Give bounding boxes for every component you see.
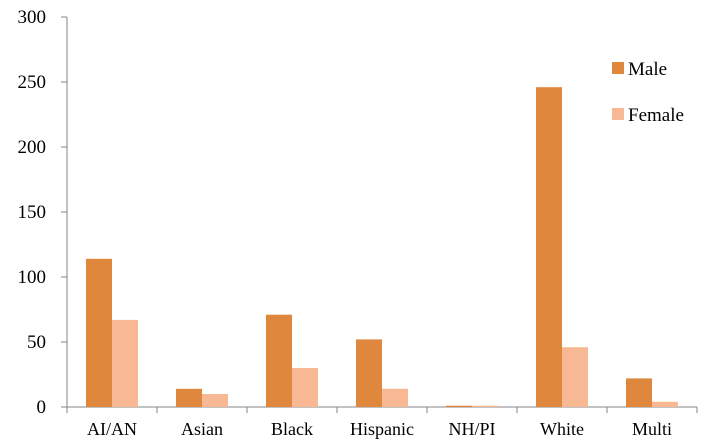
- y-tick-label: 100: [18, 267, 47, 288]
- x-axis: AI/AN Asian Black Hispanic NH/PI White Multi: [66, 406, 698, 439]
- bar-female: [202, 394, 228, 407]
- x-category-label: Asian: [181, 419, 223, 439]
- y-axis: 0 50 100 150 200 250 300: [18, 7, 68, 418]
- y-tick-label: 200: [18, 137, 47, 158]
- x-category-label: Multi: [632, 419, 672, 439]
- bar-female: [652, 401, 678, 407]
- x-category-label: Hispanic: [350, 419, 414, 439]
- bar-male: [176, 388, 202, 407]
- legend-label-female: Female: [628, 105, 684, 126]
- legend-label-male: Male: [628, 59, 667, 80]
- y-tick-label: 150: [18, 202, 47, 223]
- x-category-label: Black: [271, 419, 313, 439]
- y-tick-label: 250: [18, 72, 47, 93]
- bar-male: [446, 405, 472, 407]
- bar-male: [266, 314, 292, 407]
- bar-female: [382, 388, 408, 407]
- bars: [86, 87, 678, 407]
- y-tick-label: 0: [37, 397, 47, 418]
- y-tick-label: 300: [18, 7, 47, 28]
- legend: Male Female: [612, 59, 684, 126]
- bar-female: [472, 405, 498, 407]
- bar-female: [112, 319, 138, 407]
- x-category-label: NH/PI: [448, 419, 495, 439]
- bar-male: [536, 87, 562, 407]
- bar-female: [292, 368, 318, 407]
- x-category-label: White: [540, 419, 584, 439]
- y-tick-label: 50: [27, 332, 46, 353]
- bar-female: [562, 347, 588, 407]
- legend-swatch-female: [612, 108, 624, 120]
- legend-swatch-male: [612, 62, 624, 74]
- bar-male: [626, 378, 652, 407]
- bar-male: [86, 258, 112, 407]
- bar-male: [356, 339, 382, 407]
- x-category-label: AI/AN: [87, 419, 137, 439]
